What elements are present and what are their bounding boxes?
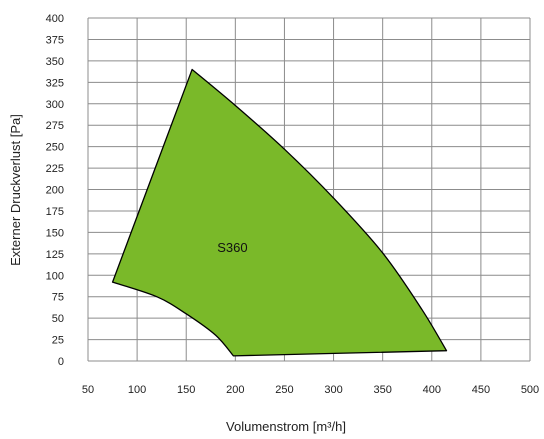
x-tick-label: 400 — [423, 384, 441, 396]
x-tick-label: 100 — [128, 384, 146, 396]
y-tick-label: 125 — [46, 249, 64, 261]
y-tick-label: 150 — [46, 227, 64, 239]
x-axis-ticks: 50 100 150 200 250 300 350 400 450 500 — [82, 384, 539, 396]
x-tick-label: 450 — [472, 384, 490, 396]
y-tick-label: 325 — [46, 77, 64, 89]
y-tick-label: 300 — [46, 99, 64, 111]
y-tick-label: 400 — [46, 13, 64, 25]
y-tick-label: 225 — [46, 163, 64, 175]
series-area-s360 — [111, 68, 448, 357]
y-axis-title: Externer Druckverlust [Pa] — [8, 114, 23, 266]
x-tick-label: 500 — [521, 384, 539, 396]
y-axis-ticks: 0 25 50 75 100 125 150 175 200 225 250 275 300 325 350… — [46, 13, 64, 368]
x-tick-label: 300 — [324, 384, 342, 396]
y-tick-label: 250 — [46, 142, 64, 154]
x-tick-label: 150 — [177, 384, 195, 396]
y-tick-label: 100 — [46, 270, 64, 282]
y-tick-label: 275 — [46, 120, 64, 132]
x-axis-title: Volumenstrom [m³/h] — [226, 419, 346, 434]
y-tick-label: 375 — [46, 34, 64, 46]
plot-area: S360 — [111, 68, 448, 357]
x-tick-label: 350 — [373, 384, 391, 396]
y-tick-label: 200 — [46, 185, 64, 197]
y-tick-label: 50 — [52, 313, 64, 325]
y-tick-label: 25 — [52, 335, 64, 347]
y-tick-label: 75 — [52, 292, 64, 304]
y-tick-label: 175 — [46, 206, 64, 218]
x-tick-label: 200 — [226, 384, 244, 396]
y-tick-label: 0 — [58, 356, 64, 368]
x-tick-label: 250 — [275, 384, 293, 396]
series-label: S360 — [217, 240, 247, 255]
x-tick-label: 50 — [82, 384, 94, 396]
y-tick-label: 350 — [46, 56, 64, 68]
